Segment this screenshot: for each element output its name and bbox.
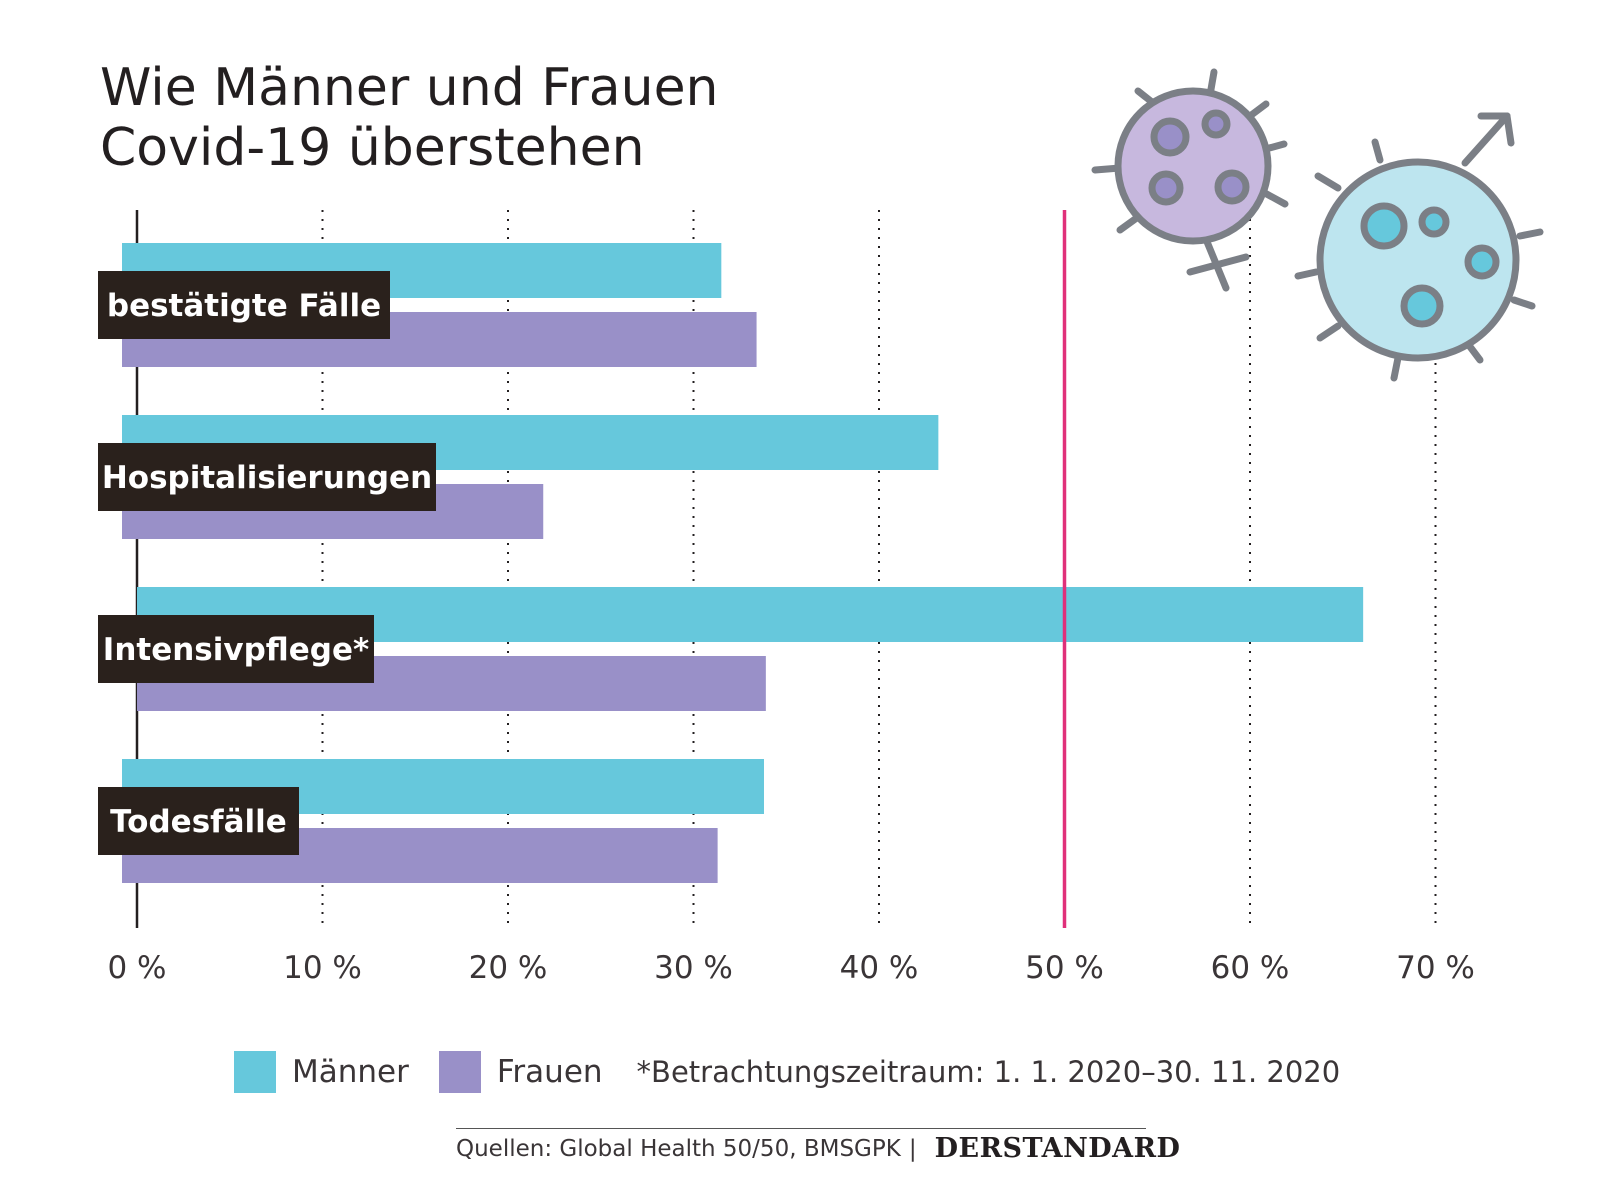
bars: [122, 243, 1364, 883]
tick-label-20: 20 %: [469, 950, 548, 986]
tick-label-10: 10 %: [283, 950, 362, 986]
chart-title: Wie Männer und Frauen Covid-19 überstehe…: [100, 58, 719, 178]
category-labels: bestätigte Fälle Hospitalisierungen Intens…: [98, 271, 436, 855]
legend: Männer Frauen *Betrachtungszeitraum: 1. …: [234, 1050, 1340, 1094]
tick-label-0: 0 %: [107, 950, 166, 986]
category-label-3: Todesfälle: [110, 804, 287, 840]
tick-label-40: 40 %: [840, 950, 919, 986]
legend-item-frauen: Frauen: [438, 1051, 603, 1093]
category-label-1: Hospitalisierungen: [102, 460, 432, 496]
title-line-2: Covid-19 überstehen: [100, 118, 645, 178]
tick-label-60: 60 %: [1211, 950, 1290, 986]
legend-label-maenner: Männer: [292, 1054, 409, 1090]
category-label-box-0: [98, 271, 390, 339]
category-label-box-3: [98, 787, 299, 855]
category-label-box-2: [98, 615, 374, 683]
category-label-box-1: [98, 443, 436, 511]
category-label-0: bestätigte Fälle: [107, 288, 381, 324]
legend-label-frauen: Frauen: [496, 1054, 603, 1090]
legend-item-maenner: Männer: [234, 1051, 409, 1093]
title-line-1: Wie Männer und Frauen: [100, 58, 719, 118]
source-line: Quellen: Global Health 50/50, BMSGPK | D…: [456, 1128, 1180, 1164]
tick-label-70: 70 %: [1396, 950, 1475, 986]
virus-illustration: [1091, 68, 1544, 382]
x-axis-ticks: 0 % 10 % 20 % 30 % 40 % 50 % 60 % 70 %: [107, 950, 1474, 986]
female-virus-icon: [1091, 68, 1289, 292]
source-text: Quellen: Global Health 50/50, BMSGPK: [456, 1135, 901, 1162]
tick-label-50: 50 %: [1025, 950, 1104, 986]
legend-swatch-maenner: [234, 1051, 276, 1093]
bar-chart: bestätigte Fälle Hospitalisierungen Intens…: [98, 68, 1544, 986]
male-virus-icon: [1294, 112, 1544, 382]
brand-logo: DERSTANDARD: [934, 1133, 1181, 1164]
source-separator: |: [908, 1135, 917, 1162]
tick-label-30: 30 %: [654, 950, 733, 986]
category-label-2: Intensivpflege*: [103, 632, 369, 668]
legend-swatch-frauen: [438, 1051, 481, 1093]
footnote: *Betrachtungszeitraum: 1. 1. 2020–30. 11…: [636, 1055, 1341, 1089]
